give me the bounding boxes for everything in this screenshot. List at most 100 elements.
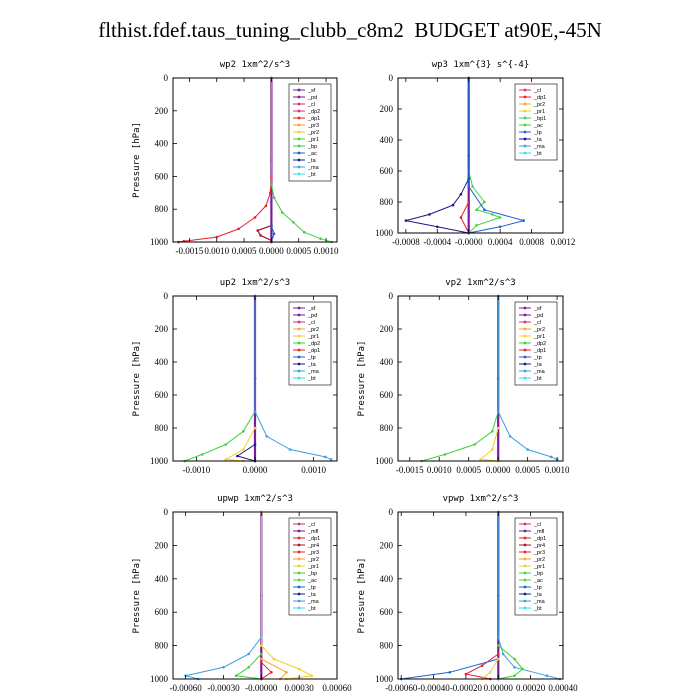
series-line <box>270 78 332 243</box>
legend-label: _ac <box>533 123 543 129</box>
legend-label: _cl <box>307 102 315 108</box>
data-point <box>497 636 500 639</box>
data-point <box>496 410 500 413</box>
data-point <box>473 443 476 446</box>
legend-label: _tp <box>533 130 542 136</box>
data-point <box>329 458 333 461</box>
legend-marker <box>523 341 527 345</box>
series-line <box>184 296 256 462</box>
data-point <box>479 458 482 461</box>
x-tick-label: 0.0010 <box>314 246 339 256</box>
legend-label: _pr1 <box>307 137 319 143</box>
legend-marker <box>523 592 527 596</box>
x-tick-label: 0.0004 <box>488 237 513 247</box>
series-line <box>468 78 525 234</box>
data-point <box>459 216 463 219</box>
legend-label: _bt <box>307 606 316 612</box>
x-tick-label: -0.0015 <box>396 465 424 475</box>
legend-marker <box>523 606 527 610</box>
legend-label: _tp <box>533 355 542 361</box>
legend-marker <box>523 557 527 561</box>
data-point <box>288 448 292 451</box>
data-point <box>285 671 288 674</box>
legend-marker <box>297 137 301 141</box>
x-tick-label: 0.0010 <box>301 465 326 475</box>
legend-marker <box>523 109 527 113</box>
legend-marker <box>297 585 301 589</box>
y-tick-label: 200 <box>155 106 169 116</box>
legend-marker <box>297 599 301 603</box>
legend-marker <box>297 606 301 610</box>
legend-label: _dp2 <box>307 109 320 115</box>
legend-label: _pr1 <box>307 564 319 570</box>
y-tick-label: 800 <box>380 641 394 651</box>
data-point <box>483 208 486 212</box>
legend-marker <box>523 320 527 324</box>
series-line <box>405 78 470 234</box>
y-tick-label: 400 <box>380 135 394 145</box>
plot-frame <box>397 511 564 680</box>
legend: _cl_mfl_dp1_pr4_pr3_pr2_pr1_bp_ac_tp_ta_… <box>288 517 332 616</box>
legend-label: _cl <box>533 522 541 528</box>
x-tick-label: 0.0005 <box>286 246 311 256</box>
legend-marker <box>297 123 301 127</box>
legend-marker <box>523 102 527 106</box>
data-point <box>404 219 408 222</box>
data-point <box>498 225 502 229</box>
series-line <box>225 427 256 462</box>
data-point <box>513 666 516 669</box>
data-point <box>436 225 439 229</box>
y-tick-label: 600 <box>155 171 169 181</box>
legend-marker <box>297 529 301 533</box>
y-tick-label: 0 <box>389 291 394 301</box>
data-point <box>237 227 240 231</box>
legend-marker <box>297 88 301 92</box>
x-tick-label: 0.0005 <box>232 246 257 256</box>
x-tick-label: 0.0008 <box>519 237 544 247</box>
legend-label: _ma <box>533 599 546 605</box>
y-tick-label: 200 <box>380 324 394 334</box>
y-axis-label: Pressure [hPa] <box>132 341 142 417</box>
legend-label: _bt <box>307 376 316 382</box>
legend-marker <box>297 95 301 99</box>
legend-label: _bt <box>533 376 542 382</box>
data-point <box>264 204 268 208</box>
data-point <box>242 430 245 433</box>
legend-marker <box>523 522 527 526</box>
y-tick-label: 400 <box>380 357 394 367</box>
legend-marker <box>523 376 527 380</box>
legend-marker <box>523 88 527 92</box>
y-axis-label: Pressure [hPa] <box>132 122 142 198</box>
legend-label: _pr2 <box>533 102 545 108</box>
legend-marker <box>297 557 301 561</box>
legend-marker <box>523 151 527 155</box>
plot-frame <box>172 77 338 243</box>
panel-title: vpwp 1xm^2/s^3 <box>443 494 519 504</box>
legend: _sf_pd_cl_pr2_pr1_dp2_dp1_tp_ta_ma_bt <box>288 301 332 386</box>
data-point <box>513 657 516 661</box>
x-tick-label: 0.00030 <box>285 683 315 693</box>
y-tick-label: 0 <box>389 507 394 517</box>
series-line <box>480 427 499 462</box>
y-tick-label: 1000 <box>375 674 394 684</box>
y-tick-label: 0 <box>164 507 169 517</box>
legend-marker <box>297 306 301 310</box>
x-tick-label: -0.0008 <box>392 237 420 247</box>
x-tick-label: -0.00060 <box>385 683 418 693</box>
data-point <box>521 667 524 671</box>
x-tick-label: 0.00060 <box>322 683 352 693</box>
data-point <box>501 652 505 656</box>
legend-marker <box>523 543 527 547</box>
legend-marker <box>523 571 527 575</box>
legend-marker <box>297 327 301 331</box>
legend-label: _pr1 <box>307 334 319 340</box>
legend-label: _tp <box>307 585 316 591</box>
data-point <box>253 410 257 413</box>
legend-label: _ta <box>533 592 543 598</box>
x-tick-label: 0.0010 <box>427 465 452 475</box>
data-point <box>201 453 204 456</box>
panel-3: up2 1xm^2/s^3 0 200 400 600 800 1000 -0.0010 0.0… <box>132 278 338 475</box>
legend-label: _bp1 <box>533 116 546 122</box>
x-tick-label: 0.00040 <box>548 683 578 693</box>
